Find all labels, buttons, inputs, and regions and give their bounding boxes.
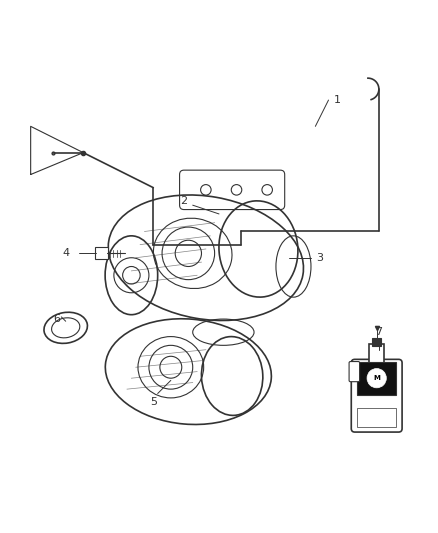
Text: 4: 4 — [62, 248, 69, 259]
FancyBboxPatch shape — [357, 361, 396, 395]
Text: 6: 6 — [53, 314, 60, 324]
Text: 5: 5 — [150, 397, 157, 407]
Text: 1: 1 — [334, 95, 341, 105]
Text: 7: 7 — [375, 327, 382, 337]
Circle shape — [367, 368, 386, 388]
Text: 2: 2 — [180, 196, 187, 206]
FancyBboxPatch shape — [351, 359, 402, 432]
FancyBboxPatch shape — [357, 408, 396, 427]
FancyBboxPatch shape — [95, 247, 108, 260]
Text: 3: 3 — [316, 253, 323, 263]
Text: M: M — [373, 375, 380, 381]
FancyBboxPatch shape — [349, 361, 360, 382]
FancyBboxPatch shape — [369, 344, 384, 364]
FancyBboxPatch shape — [372, 338, 381, 346]
